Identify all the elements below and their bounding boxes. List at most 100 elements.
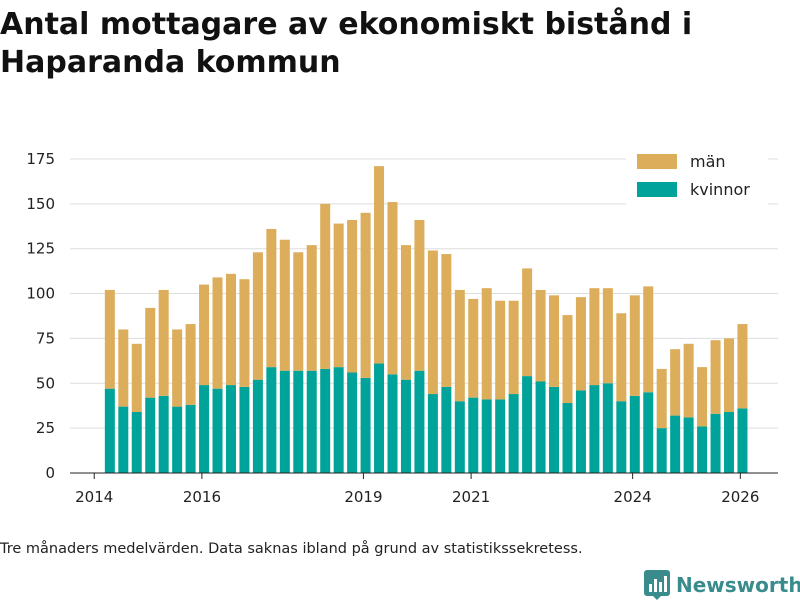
bar-kvinnor bbox=[104, 388, 115, 473]
bar-kvinnor bbox=[333, 367, 344, 473]
bar-kvinnor bbox=[172, 406, 183, 473]
bar-kvinnor bbox=[400, 379, 411, 473]
bar-kvinnor bbox=[266, 367, 277, 473]
bar-kvinnor bbox=[656, 428, 667, 473]
bar-kvinnor bbox=[131, 411, 142, 473]
bar-man bbox=[347, 219, 358, 373]
y-axis-ticks: 0 25 50 75 100 125 150 175 bbox=[26, 150, 55, 482]
bar-man bbox=[145, 307, 156, 398]
bar-kvinnor bbox=[387, 374, 398, 473]
bar-kvinnor bbox=[589, 385, 600, 473]
bar-man bbox=[656, 368, 667, 429]
bar-man bbox=[131, 343, 142, 412]
bar-man bbox=[549, 295, 560, 387]
bar-man bbox=[697, 367, 708, 427]
bar-man bbox=[239, 279, 250, 387]
bar-man bbox=[293, 252, 304, 371]
bar-man bbox=[360, 212, 371, 378]
bar-man bbox=[266, 228, 277, 368]
bar-kvinnor bbox=[145, 397, 156, 473]
bar-kvinnor bbox=[185, 404, 196, 473]
bar-kvinnor bbox=[575, 390, 586, 473]
bar-kvinnor bbox=[562, 403, 573, 473]
bar-man bbox=[737, 324, 748, 409]
bar-man bbox=[562, 315, 573, 404]
y-tick-label: 100 bbox=[26, 285, 55, 303]
bar-man bbox=[320, 203, 331, 369]
y-tick-label: 0 bbox=[45, 464, 55, 482]
bar-kvinnor bbox=[279, 370, 290, 473]
newsworthy-logo-icon bbox=[644, 570, 670, 600]
legend-swatch bbox=[637, 154, 677, 169]
bar-man bbox=[441, 254, 452, 387]
bar-kvinnor bbox=[468, 397, 479, 473]
y-tick-label: 75 bbox=[36, 329, 55, 347]
x-axis-ticks: 2014 2016 2019 2021 2024 2026 bbox=[75, 473, 759, 506]
bar-kvinnor bbox=[454, 401, 465, 473]
bar-kvinnor bbox=[158, 395, 169, 473]
bar-kvinnor bbox=[347, 372, 358, 473]
bar-kvinnor bbox=[549, 386, 560, 473]
bar-man bbox=[535, 289, 546, 382]
legend-label: män bbox=[690, 152, 726, 171]
bar-kvinnor bbox=[212, 388, 223, 473]
bar-kvinnor bbox=[481, 399, 492, 473]
chart-title: Antal mottagare av ekonomiskt bistånd i … bbox=[0, 7, 693, 80]
bar-man bbox=[104, 289, 115, 389]
bar-man bbox=[158, 289, 169, 396]
bar-man bbox=[306, 245, 317, 371]
bar-kvinnor bbox=[683, 417, 694, 473]
bar-kvinnor bbox=[441, 386, 452, 473]
bar-man bbox=[616, 313, 627, 402]
bar-kvinnor bbox=[239, 386, 250, 473]
brand-name: Newsworthy bbox=[676, 573, 800, 597]
x-tick-label: 2016 bbox=[183, 488, 221, 506]
bar-kvinnor bbox=[629, 395, 640, 473]
x-tick-label: 2021 bbox=[452, 488, 490, 506]
footnote: Tre månaders medelvärden. Data saknas ib… bbox=[0, 541, 583, 557]
bar-kvinnor bbox=[508, 394, 519, 473]
x-tick-label: 2019 bbox=[344, 488, 382, 506]
bar-man bbox=[508, 300, 519, 395]
bar-man bbox=[279, 239, 290, 371]
bar-man bbox=[414, 219, 425, 371]
bar-kvinnor bbox=[118, 406, 129, 473]
bar-kvinnor bbox=[306, 370, 317, 473]
bar-kvinnor bbox=[320, 368, 331, 473]
bar-man bbox=[468, 298, 479, 398]
bar-kvinnor bbox=[522, 376, 533, 473]
bar-kvinnor bbox=[293, 370, 304, 473]
bar-kvinnor bbox=[697, 426, 708, 473]
legend: män kvinnor bbox=[626, 148, 768, 208]
bar-man bbox=[522, 268, 533, 377]
bar-kvinnor bbox=[252, 379, 263, 473]
bar-man bbox=[481, 288, 492, 400]
bar-man bbox=[683, 343, 694, 418]
bar-kvinnor bbox=[602, 383, 613, 473]
brand-logo: Newsworthy bbox=[644, 569, 800, 601]
bar-man bbox=[724, 338, 735, 412]
bar-kvinnor bbox=[225, 385, 236, 473]
x-tick-label: 2026 bbox=[721, 488, 759, 506]
bar-man bbox=[629, 295, 640, 396]
bar-kvinnor bbox=[670, 415, 681, 473]
bar-man bbox=[333, 223, 344, 368]
bar-kvinnor bbox=[535, 381, 546, 473]
bar-man bbox=[427, 250, 438, 395]
bar-kvinnor bbox=[360, 377, 371, 473]
bar-kvinnor bbox=[643, 392, 654, 473]
bar-man bbox=[387, 202, 398, 375]
bar-man bbox=[454, 289, 465, 402]
bar-man bbox=[670, 349, 681, 416]
bar-kvinnor bbox=[495, 399, 506, 473]
bar-man bbox=[602, 288, 613, 384]
bar-kvinnor bbox=[724, 411, 735, 473]
bar-man bbox=[225, 273, 236, 386]
bar-man bbox=[374, 166, 385, 364]
x-tick-label: 2014 bbox=[75, 488, 113, 506]
bar-kvinnor bbox=[427, 394, 438, 473]
bar-man bbox=[199, 284, 210, 386]
bar-kvinnor bbox=[199, 385, 210, 473]
bar-man bbox=[400, 245, 411, 380]
bar-man bbox=[575, 297, 586, 391]
